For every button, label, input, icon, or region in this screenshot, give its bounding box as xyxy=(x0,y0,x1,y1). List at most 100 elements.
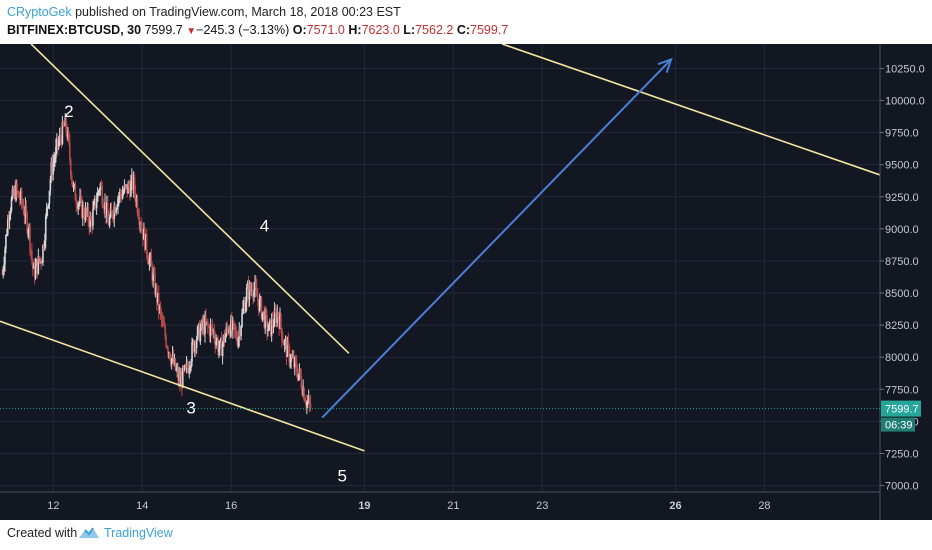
candle-body xyxy=(7,219,10,221)
candle-body xyxy=(166,346,168,348)
candle-body xyxy=(195,339,198,348)
candle-body xyxy=(247,284,250,300)
candle-body xyxy=(227,329,229,333)
candle-body xyxy=(19,197,21,201)
candle-body xyxy=(155,286,157,295)
trendline xyxy=(501,44,881,176)
candle-body xyxy=(244,304,246,313)
candle-body xyxy=(223,335,226,343)
candle-body xyxy=(269,320,271,325)
candle-body xyxy=(279,314,281,329)
candle-body xyxy=(168,352,170,354)
candle-body xyxy=(6,234,8,236)
candle-body xyxy=(177,368,179,381)
candle-body xyxy=(207,325,210,327)
candle-body xyxy=(152,272,154,281)
candle-body xyxy=(278,316,280,329)
candle-body xyxy=(70,174,73,181)
candle-body xyxy=(22,205,25,214)
candle-body xyxy=(205,316,207,323)
trendline xyxy=(30,44,350,354)
wave-label: 3 xyxy=(186,399,195,418)
candle-body xyxy=(19,190,22,201)
candle-body xyxy=(253,289,255,297)
candle-body xyxy=(301,388,304,395)
price-tick-label: 7250.0 xyxy=(885,448,919,460)
candle-body xyxy=(3,264,5,271)
candle-body xyxy=(144,233,147,250)
time-axis[interactable]: 12 14 16 19 21 23 26 28 xyxy=(47,500,770,512)
candle-body xyxy=(96,192,99,202)
candle-body xyxy=(98,190,101,192)
candle-body xyxy=(120,195,123,199)
candle-body xyxy=(163,325,166,327)
candle-body xyxy=(190,361,192,368)
candle-body xyxy=(234,329,237,332)
candle-body xyxy=(130,181,132,197)
time-tick-label: 21 xyxy=(447,500,459,512)
candle-body xyxy=(136,197,139,213)
candle-body xyxy=(261,312,264,319)
candle-body xyxy=(193,341,195,352)
candle-body xyxy=(124,185,127,187)
candle-body xyxy=(281,328,283,340)
candle-body xyxy=(197,323,200,328)
candle-body xyxy=(150,254,153,265)
chart-header: CRyptoGek published on TradingView.com, … xyxy=(0,0,932,44)
candle-body xyxy=(246,284,249,289)
candle-body xyxy=(254,282,256,290)
candle-body xyxy=(294,358,297,363)
countdown-box xyxy=(881,417,915,432)
candle-body xyxy=(191,342,193,362)
candle-body xyxy=(81,197,83,218)
candle-body xyxy=(144,228,146,250)
candle-body xyxy=(87,207,90,222)
publish-line: CRyptoGek published on TradingView.com, … xyxy=(7,5,401,19)
candle-body xyxy=(35,260,38,266)
candle-body xyxy=(143,228,145,240)
candle-body xyxy=(172,354,175,365)
candle-body xyxy=(291,356,293,358)
candle-body xyxy=(178,375,180,381)
footer: Created with TradingView xyxy=(0,520,932,550)
candle-body xyxy=(209,325,212,337)
candle-body xyxy=(132,177,135,190)
candle-body xyxy=(138,217,141,225)
candle-body xyxy=(24,205,27,217)
candle-body xyxy=(2,270,4,274)
candle-body xyxy=(203,321,205,334)
price-tick-label: 7000.0 xyxy=(885,481,919,493)
tradingview-link[interactable]: TradingView xyxy=(104,526,173,540)
candle-body xyxy=(302,388,304,395)
ohlc-line: BITFINEX:BTCUSD, 30 7599.7 ▼−245.3 (−3.1… xyxy=(7,23,508,37)
candle-body xyxy=(162,320,165,326)
wave-label: 4 xyxy=(260,216,269,235)
price-tick-label: 8250.0 xyxy=(885,320,919,332)
candle-body xyxy=(204,316,206,334)
candle-body xyxy=(84,208,87,221)
candle-body xyxy=(40,259,42,263)
candle-body xyxy=(39,259,41,262)
arrow-shaft xyxy=(321,58,672,419)
candle-body xyxy=(211,326,214,331)
candle-body xyxy=(266,315,268,332)
close-value: 7599.7 xyxy=(470,23,509,37)
candle-body xyxy=(55,146,57,158)
candle-body xyxy=(194,342,196,352)
candle-body xyxy=(31,259,34,269)
candle-body xyxy=(174,358,177,370)
candle-body xyxy=(82,205,85,217)
time-tick-label: 26 xyxy=(669,500,681,512)
candle-body xyxy=(206,321,209,326)
candle-body xyxy=(147,259,150,265)
candle-body xyxy=(236,339,239,346)
author-link[interactable]: CRyptoGek xyxy=(7,5,72,19)
price-tick-label: 8750.0 xyxy=(885,256,919,268)
candle-body xyxy=(290,356,292,362)
candle-body xyxy=(8,215,11,221)
candle-body xyxy=(188,368,191,373)
candle-body xyxy=(149,254,152,259)
candle-body xyxy=(206,321,208,323)
candle-body xyxy=(256,287,258,297)
